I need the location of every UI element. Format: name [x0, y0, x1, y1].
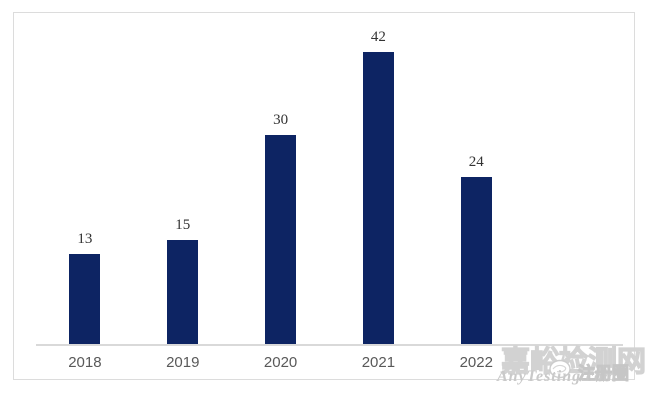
x-axis-line	[36, 344, 623, 346]
chart-frame	[13, 12, 635, 380]
bar	[265, 135, 297, 344]
bar-value-label: 30	[273, 112, 289, 128]
bar-value-label: 15	[175, 217, 191, 233]
bar	[460, 177, 492, 344]
x-axis-tick-label: 2018	[68, 354, 102, 371]
x-axis-tick-label: 2020	[263, 354, 298, 371]
x-axis-tick-label: 2019	[166, 354, 200, 371]
bar	[362, 52, 394, 344]
bar	[167, 240, 199, 344]
bar-value-label: 24	[468, 154, 484, 170]
bar-value-label: 42	[370, 29, 386, 45]
x-axis-tick-label: 2021	[361, 354, 396, 371]
bar	[69, 254, 101, 344]
x-axis-tick-label: 2022	[459, 354, 493, 371]
bar-value-label: 13	[77, 231, 93, 247]
